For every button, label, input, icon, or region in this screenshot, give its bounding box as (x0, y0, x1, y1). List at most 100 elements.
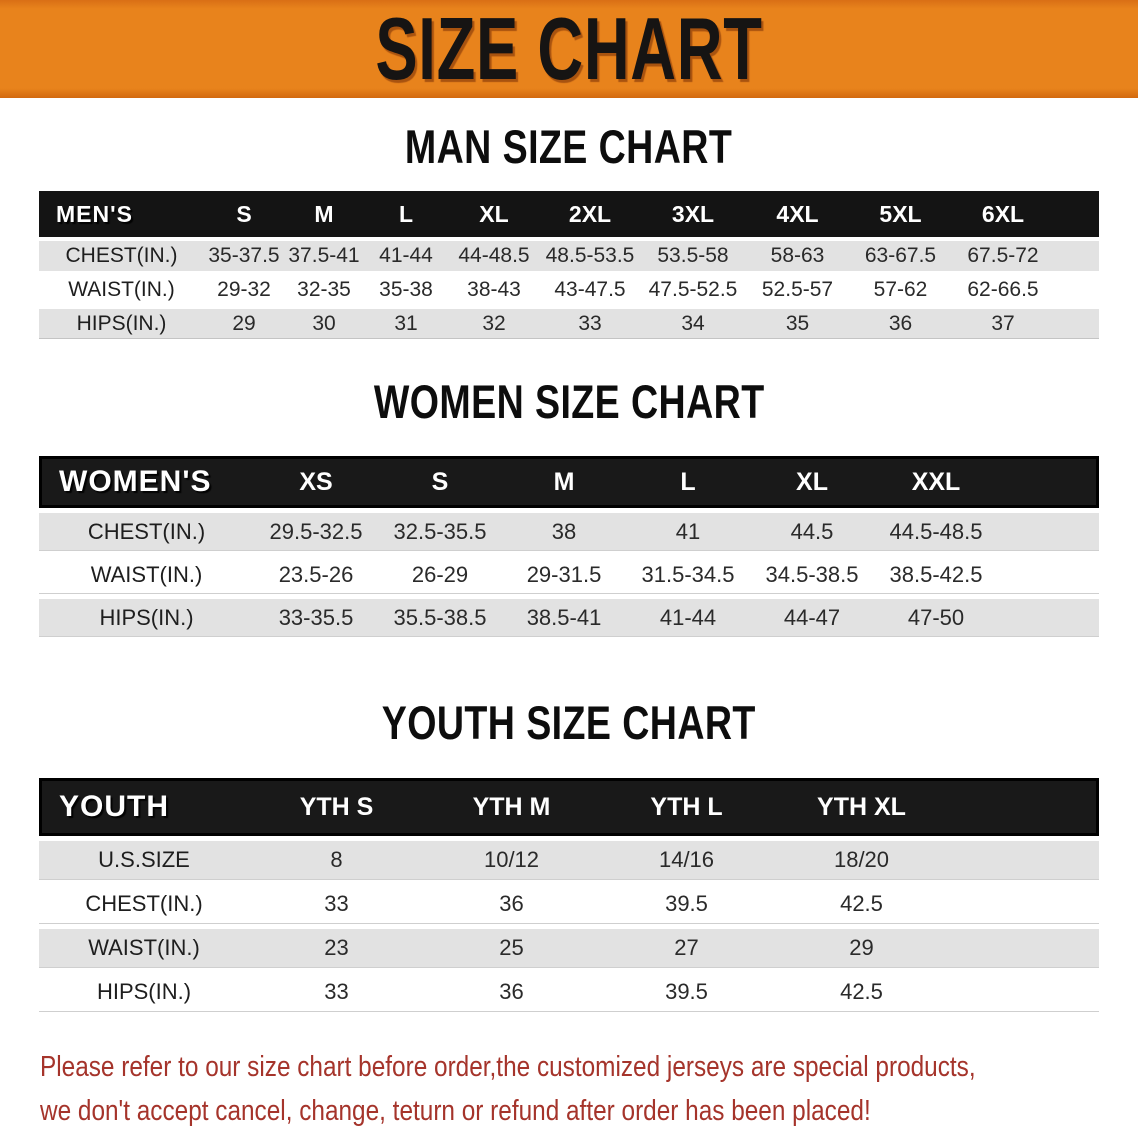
men-hips-value: 36 (849, 309, 952, 339)
women-chest-value: 32.5-35.5 (378, 513, 502, 551)
row-label: WAIST(IN.) (39, 275, 204, 305)
youth-ussize-value: 10/12 (424, 841, 599, 880)
men-section-title: MAN SIZE CHART (0, 123, 1138, 170)
women-hips-value: 38.5-41 (502, 599, 626, 637)
disclaimer-line-1: Please refer to our size chart before or… (40, 1051, 976, 1083)
youth-ussize-row: U.S.SIZE 8 10/12 14/16 18/20 (39, 841, 1099, 880)
men-waist-value: 29-32 (204, 275, 284, 305)
youth-waist-value: 23 (249, 929, 424, 968)
women-hips-value: 47-50 (874, 599, 998, 637)
men-waist-row: WAIST(IN.) 29-32 32-35 35-38 38-43 43-47… (39, 275, 1099, 305)
women-chest-row: CHEST(IN.) 29.5-32.5 32.5-35.5 38 41 44.… (39, 513, 1099, 551)
men-chest-value: 58-63 (746, 241, 849, 271)
men-waist-value: 43-47.5 (540, 275, 640, 305)
women-chest-value: 38 (502, 513, 626, 551)
men-chest-value: 41-44 (364, 241, 448, 271)
youth-size-header: YTH L (599, 778, 774, 836)
men-size-table: MEN'S S M L XL 2XL 3XL 4XL 5XL 6XL CHEST… (39, 187, 1099, 343)
youth-size-header: YTH XL (774, 778, 949, 836)
women-size-header: L (626, 456, 750, 508)
men-chest-value: 53.5-58 (640, 241, 746, 271)
women-size-header: S (378, 456, 502, 508)
women-header-row: WOMEN'S XS S M L XL XXL (39, 456, 1099, 508)
men-size-header: XL (448, 191, 540, 237)
women-hips-value: 35.5-38.5 (378, 599, 502, 637)
filler-cell (1054, 241, 1099, 271)
men-hips-value: 35 (746, 309, 849, 339)
youth-waist-value: 29 (774, 929, 949, 968)
youth-chest-value: 42.5 (774, 885, 949, 924)
row-label: HIPS(IN.) (39, 973, 249, 1012)
filler-cell (949, 841, 1099, 880)
youth-chest-value: 36 (424, 885, 599, 924)
men-waist-value: 32-35 (284, 275, 364, 305)
men-size-header: S (204, 191, 284, 237)
men-waist-value: 38-43 (448, 275, 540, 305)
women-hips-value: 41-44 (626, 599, 750, 637)
men-size-header: L (364, 191, 448, 237)
men-hips-row: HIPS(IN.) 29 30 31 32 33 34 35 36 37 (39, 309, 1099, 339)
disclaimer-line-2: we don't accept cancel, change, teturn o… (40, 1095, 871, 1128)
women-waist-value: 31.5-34.5 (626, 556, 750, 594)
men-hips-value: 29 (204, 309, 284, 339)
filler-cell (998, 513, 1099, 551)
filler-cell (998, 599, 1099, 637)
men-waist-value: 57-62 (849, 275, 952, 305)
row-label: U.S.SIZE (39, 841, 249, 880)
row-label: HIPS(IN.) (39, 309, 204, 339)
youth-size-header: YTH M (424, 778, 599, 836)
filler-cell (1054, 191, 1099, 237)
men-size-header: 2XL (540, 191, 640, 237)
youth-ussize-value: 14/16 (599, 841, 774, 880)
women-size-table: WOMEN'S XS S M L XL XXL CHEST(IN.) 29.5-… (39, 451, 1099, 642)
youth-ussize-value: 18/20 (774, 841, 949, 880)
youth-hips-row: HIPS(IN.) 33 36 39.5 42.5 (39, 973, 1099, 1012)
women-waist-value: 29-31.5 (502, 556, 626, 594)
row-label: CHEST(IN.) (39, 885, 249, 924)
men-table-label: MEN'S (39, 191, 204, 237)
youth-waist-row: WAIST(IN.) 23 25 27 29 (39, 929, 1099, 968)
women-waist-value: 23.5-26 (254, 556, 378, 594)
men-size-header: M (284, 191, 364, 237)
youth-chest-value: 33 (249, 885, 424, 924)
men-hips-value: 30 (284, 309, 364, 339)
youth-section-title-text: YOUTH SIZE CHART (381, 696, 757, 749)
men-size-header: 4XL (746, 191, 849, 237)
filler-cell (949, 973, 1099, 1012)
men-size-header: 5XL (849, 191, 952, 237)
youth-chest-row: CHEST(IN.) 33 36 39.5 42.5 (39, 885, 1099, 924)
men-chest-value: 48.5-53.5 (540, 241, 640, 271)
women-waist-value: 26-29 (378, 556, 502, 594)
row-label: WAIST(IN.) (39, 556, 254, 594)
youth-size-header: YTH S (249, 778, 424, 836)
row-label: HIPS(IN.) (39, 599, 254, 637)
women-size-header: XS (254, 456, 378, 508)
women-section-title: WOMEN SIZE CHART (0, 378, 1138, 425)
youth-ussize-value: 8 (249, 841, 424, 880)
women-hips-value: 33-35.5 (254, 599, 378, 637)
filler-cell (998, 456, 1099, 508)
women-section-title-text: WOMEN SIZE CHART (373, 375, 765, 428)
youth-header-row: YOUTH YTH S YTH M YTH L YTH XL (39, 778, 1099, 836)
youth-waist-value: 25 (424, 929, 599, 968)
filler-cell (949, 885, 1099, 924)
women-table-label: WOMEN'S (39, 456, 254, 508)
women-chest-value: 44.5-48.5 (874, 513, 998, 551)
youth-waist-value: 27 (599, 929, 774, 968)
row-label: WAIST(IN.) (39, 929, 249, 968)
youth-section-title: YOUTH SIZE CHART (0, 699, 1138, 746)
men-header-row: MEN'S S M L XL 2XL 3XL 4XL 5XL 6XL (39, 191, 1099, 237)
men-waist-value: 47.5-52.5 (640, 275, 746, 305)
row-label: CHEST(IN.) (39, 241, 204, 271)
youth-hips-value: 39.5 (599, 973, 774, 1012)
filler-cell (949, 929, 1099, 968)
men-chest-value: 35-37.5 (204, 241, 284, 271)
youth-chest-value: 39.5 (599, 885, 774, 924)
youth-hips-value: 33 (249, 973, 424, 1012)
men-hips-value: 33 (540, 309, 640, 339)
size-chart-banner-title: SIZE CHART (375, 0, 763, 98)
men-hips-value: 31 (364, 309, 448, 339)
women-hips-value: 44-47 (750, 599, 874, 637)
men-waist-value: 62-66.5 (952, 275, 1054, 305)
men-section-title-text: MAN SIZE CHART (405, 120, 733, 173)
